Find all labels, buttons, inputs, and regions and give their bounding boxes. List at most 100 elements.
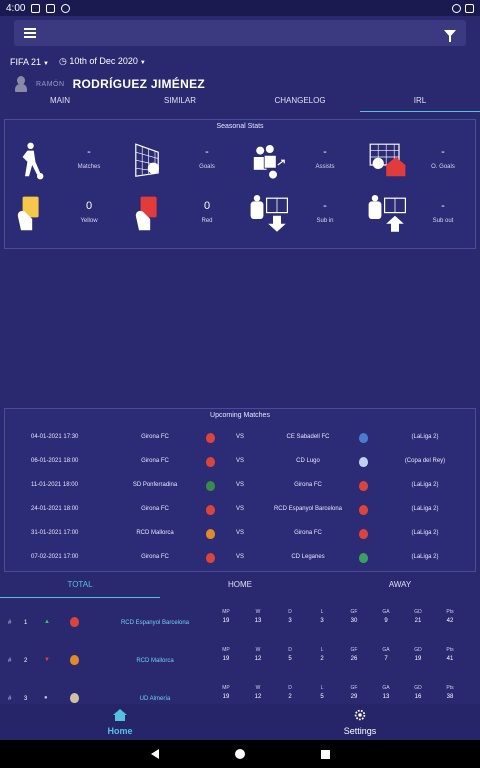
- match-row[interactable]: 06-01-2021 18:00 Girona FC VS CD Lugo (Copa …: [5, 451, 477, 471]
- standings-tabs: TOTAL HOME AWAY: [0, 576, 480, 598]
- stat-matches: - Matches: [5, 136, 117, 188]
- away-team: RCD Espanyol Barcelona: [273, 506, 343, 512]
- filter-icon[interactable]: [444, 29, 456, 42]
- home-circle-icon[interactable]: [234, 749, 245, 759]
- home-crest-icon: [206, 505, 215, 515]
- stat-col-mp: MP 19: [222, 647, 230, 662]
- tab-irl[interactable]: IRL: [360, 94, 480, 112]
- player-last-name: RODRÍGUEZ JIMÉNEZ: [72, 77, 206, 91]
- vs-label: VS: [235, 554, 244, 560]
- stat-col-ga: GA 7: [382, 647, 390, 662]
- team-crest-icon: [70, 655, 79, 665]
- stat-sub-out: - Sub out: [359, 190, 471, 242]
- team-name[interactable]: RCD Mallorca: [136, 658, 174, 664]
- table-row[interactable]: #1 ▲ RCD Espanyol Barcelona MP 19 W 13 D 3 L 3 GF 30…: [0, 606, 480, 636]
- nav-home[interactable]: Home: [0, 704, 240, 740]
- match-row[interactable]: 11-01-2021 18:00 SD Ponferradina VS Girona …: [5, 475, 477, 495]
- red-card-icon: [135, 196, 157, 231]
- sub-in-icon: [250, 195, 288, 232]
- home-team: Girona FC: [141, 554, 169, 560]
- away-team: CE Sabadell FC: [286, 434, 330, 440]
- stat-col-pts: Pts 42: [446, 609, 454, 624]
- stat-col-gf: GF 30: [350, 609, 358, 624]
- stat-value: -: [323, 200, 327, 212]
- goal-net-icon: [135, 143, 159, 177]
- away-team: Girona FC: [294, 482, 322, 488]
- tab-changelog[interactable]: CHANGELOG: [274, 96, 326, 105]
- nav-settings[interactable]: Settings: [240, 704, 480, 740]
- match-row[interactable]: 07-02-2021 17:00 Girona FC VS CD Leganes (La…: [5, 547, 477, 567]
- stat-goals: - Goals: [123, 136, 235, 188]
- stat-label: Assists: [315, 164, 335, 170]
- panel-title: Seasonal Stats: [216, 123, 264, 130]
- position: 2: [24, 658, 28, 664]
- stat-value: -: [441, 146, 445, 158]
- stat-value: -: [441, 200, 445, 212]
- stat-red: 0 Red: [123, 190, 235, 242]
- battery-icon: [465, 3, 474, 13]
- table-row[interactable]: #3 ● UD Almería MP 19 W 12 D 2 L 5 GF 29 GA 13 GD 16 Pts 3…: [0, 682, 480, 712]
- match-row[interactable]: 31-01-2021 17:00 RCD Mallorca VS Girona FC (…: [5, 523, 477, 543]
- match-date: 04-01-2021 17:30: [31, 434, 79, 440]
- stat-label: Sub in: [316, 218, 334, 224]
- stat-col-w: W 12: [254, 685, 262, 700]
- trend-icon: ●: [44, 695, 48, 701]
- status-bar: 4:00: [0, 0, 480, 16]
- match-row[interactable]: 04-01-2021 17:30 Girona FC VS CE Sabadell F…: [5, 427, 477, 447]
- tab-total[interactable]: TOTAL: [0, 576, 160, 598]
- hash-label: #: [8, 620, 12, 626]
- team-crest-icon: [70, 693, 79, 703]
- competition: (LaLiga 2): [411, 482, 439, 488]
- upcoming-matches-panel: Upcoming Matches 04-01-2021 17:30 Girona …: [4, 408, 476, 572]
- team-name[interactable]: UD Almería: [139, 696, 171, 702]
- player-first-name: RAMÓN: [36, 80, 65, 88]
- menu-icon[interactable]: [24, 28, 36, 38]
- panel-title: Upcoming Matches: [210, 412, 270, 419]
- team-name[interactable]: RCD Espanyol Barcelona: [120, 620, 190, 626]
- match-date: 06-01-2021 18:00: [31, 458, 79, 464]
- notification-icon: [31, 3, 41, 13]
- stat-value: -: [205, 146, 209, 158]
- tab-away[interactable]: AWAY: [388, 580, 412, 589]
- tab-main[interactable]: MAIN: [50, 96, 70, 105]
- competition: (LaLiga 2): [411, 530, 439, 536]
- table-row[interactable]: #2 ▼ RCD Mallorca MP 19 W 12 D 5 L 2 GF 26 GA 7 GD 19 Pts…: [0, 644, 480, 674]
- stat-label: Sub out: [432, 218, 454, 224]
- stat-assists: - Assists: [241, 136, 353, 188]
- stat-label: Matches: [77, 164, 101, 170]
- stat-col-gd: GD 16: [414, 685, 422, 700]
- away-team: CD Lugo: [296, 458, 320, 464]
- home-team: RCD Mallorca: [136, 530, 174, 536]
- stat-label: Goals: [199, 164, 215, 170]
- trend-icon: ▼: [44, 657, 50, 663]
- date-selector[interactable]: ◷ 10th of Dec 2020 ▼: [58, 56, 146, 66]
- stat-label: Red: [201, 218, 213, 224]
- game-selector[interactable]: FIFA 21 ▼: [10, 56, 49, 67]
- app-bar: [14, 20, 466, 46]
- home-team: SD Ponferradina: [132, 482, 178, 488]
- competition: (LaLiga 2): [411, 554, 439, 560]
- assist-icon: [253, 145, 285, 179]
- stat-o-goals: - O. Goals: [359, 136, 471, 188]
- competition: (Copa del Rey): [404, 458, 446, 464]
- stat-col-w: W 12: [254, 647, 262, 662]
- competition: (LaLiga 2): [411, 506, 439, 512]
- tab-home[interactable]: HOME: [228, 580, 252, 589]
- recents-icon[interactable]: [320, 749, 330, 759]
- home-crest-icon: [206, 529, 215, 539]
- stat-col-gf: GF 26: [350, 647, 358, 662]
- match-row[interactable]: 24-01-2021 18:00 Girona FC VS RCD Espanyol …: [5, 499, 477, 519]
- back-icon[interactable]: [150, 749, 159, 759]
- stat-col-ga: GA 13: [382, 685, 390, 700]
- tab-similar[interactable]: SIMILAR: [163, 96, 196, 105]
- seasonal-stats-panel: Seasonal Stats - Matches - Goals - Assists - O.…: [4, 119, 476, 249]
- history-icon: ◷: [58, 56, 67, 66]
- competition: (LaLiga 2): [411, 434, 439, 440]
- home-crest-icon: [206, 553, 215, 563]
- match-date: 24-01-2021 18:00: [31, 506, 79, 512]
- vs-label: VS: [235, 530, 244, 536]
